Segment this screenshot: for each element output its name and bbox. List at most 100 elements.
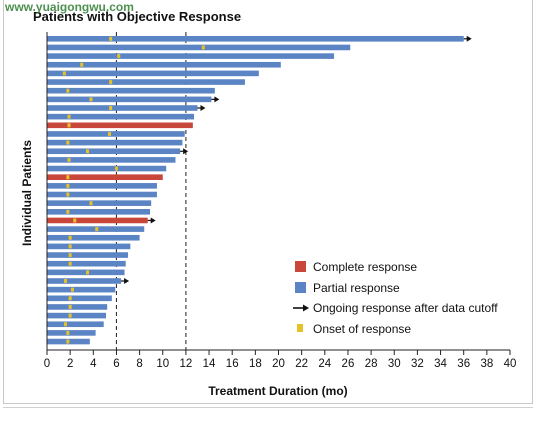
onset-marker-27 bbox=[68, 261, 72, 266]
caption-divider bbox=[3, 407, 533, 408]
reference-lines bbox=[115, 32, 187, 350]
onset-marker-11 bbox=[67, 123, 71, 128]
onset-marker-28 bbox=[86, 270, 90, 275]
legend-label-ongoing: Ongoing response after data cutoff bbox=[313, 301, 498, 315]
patient-bar-6 bbox=[47, 79, 245, 85]
legend-swatch-complete bbox=[295, 261, 306, 272]
onset-marker-26 bbox=[68, 253, 72, 258]
onset-marker-17 bbox=[66, 175, 70, 180]
onset-marker-29 bbox=[64, 279, 68, 283]
x-tick-label-6: 6 bbox=[113, 358, 119, 370]
x-axis-label: Treatment Duration (mo) bbox=[208, 384, 347, 398]
onset-marker-19 bbox=[66, 192, 70, 197]
patient-bar-17 bbox=[47, 174, 163, 180]
x-tick-label-24: 24 bbox=[318, 358, 331, 370]
legend-label-complete: Complete response bbox=[313, 260, 417, 274]
x-tick-label-16: 16 bbox=[226, 358, 239, 370]
x-tick-label-28: 28 bbox=[365, 358, 378, 370]
onset-marker-5 bbox=[62, 71, 66, 76]
patient-bar-22 bbox=[47, 217, 148, 224]
onset-marker-33 bbox=[68, 313, 72, 318]
patient-bars bbox=[47, 35, 472, 345]
onset-marker-23 bbox=[95, 227, 99, 232]
x-tick-label-8: 8 bbox=[136, 358, 142, 370]
ongoing-arrowhead-1 bbox=[466, 35, 472, 42]
patient-bar-30 bbox=[47, 286, 116, 293]
watermark-text: www.yuaigongwu.com bbox=[4, 0, 134, 14]
onset-marker-15 bbox=[67, 157, 71, 162]
x-tick-label-30: 30 bbox=[388, 358, 401, 370]
patient-bar-29 bbox=[47, 278, 122, 284]
x-tick-label-34: 34 bbox=[434, 358, 447, 370]
patient-bar-21 bbox=[47, 209, 151, 215]
x-tick-label-20: 20 bbox=[272, 358, 285, 370]
legend: Complete response Partial response Ongoi… bbox=[293, 260, 498, 336]
onset-marker-3 bbox=[117, 54, 121, 59]
onset-marker-12 bbox=[108, 131, 112, 136]
onset-marker-30 bbox=[70, 287, 74, 292]
onset-marker-22 bbox=[73, 218, 77, 223]
patient-bar-18 bbox=[47, 183, 157, 189]
patient-bar-1 bbox=[47, 36, 464, 42]
onset-marker-4 bbox=[80, 62, 84, 67]
x-tick-label-2: 2 bbox=[67, 358, 73, 370]
patient-bar-35 bbox=[47, 330, 96, 336]
patient-bar-14 bbox=[47, 148, 181, 155]
patient-bar-26 bbox=[47, 252, 129, 258]
patient-bar-3 bbox=[47, 53, 335, 59]
x-tick-label-4: 4 bbox=[90, 358, 97, 370]
x-tick-label-12: 12 bbox=[180, 358, 193, 370]
patient-bar-7 bbox=[47, 87, 215, 94]
x-axis: 0 2 4 6 8 10 12 14 16 18 20 22 24 26 28 30 32 34 36 38 40 bbox=[44, 32, 517, 370]
patient-bar-20 bbox=[47, 200, 152, 206]
onset-marker-31 bbox=[68, 296, 72, 301]
onset-marker-16 bbox=[114, 166, 118, 171]
figure-border bbox=[3, 0, 533, 404]
x-tick-label-0: 0 bbox=[44, 358, 50, 370]
ongoing-arrowhead-9 bbox=[200, 105, 206, 111]
patient-bar-27 bbox=[47, 260, 126, 267]
x-tick-label-36: 36 bbox=[457, 358, 470, 370]
x-tick-label-14: 14 bbox=[203, 358, 216, 370]
onset-marker-18 bbox=[66, 183, 70, 188]
ongoing-arrowhead-8 bbox=[214, 96, 220, 103]
legend-swatch-onset bbox=[297, 324, 303, 332]
patient-bar-28 bbox=[47, 269, 125, 276]
x-tick-label-40: 40 bbox=[504, 358, 517, 370]
ongoing-arrowhead-14 bbox=[183, 148, 189, 155]
onset-marker-25 bbox=[68, 244, 72, 249]
patient-bar-2 bbox=[47, 44, 351, 51]
patient-bar-19 bbox=[47, 191, 157, 198]
patient-bar-10 bbox=[47, 113, 195, 120]
legend-label-partial: Partial response bbox=[313, 281, 400, 295]
x-tick-label-26: 26 bbox=[342, 358, 355, 370]
patient-bar-13 bbox=[47, 139, 183, 146]
onset-marker-13 bbox=[66, 140, 70, 145]
patient-bar-16 bbox=[47, 165, 167, 172]
legend-arrow-icon bbox=[293, 304, 309, 312]
x-tick-label-22: 22 bbox=[295, 358, 308, 370]
onset-marker-36 bbox=[66, 339, 70, 344]
y-axis-label: Individual Patients bbox=[20, 140, 34, 246]
onset-marker-7 bbox=[66, 88, 70, 93]
onset-marker-6 bbox=[109, 80, 113, 85]
ongoing-arrowhead-29 bbox=[124, 278, 130, 284]
onset-marker-10 bbox=[67, 114, 71, 119]
onset-marker-2 bbox=[201, 45, 205, 50]
patient-bar-34 bbox=[47, 321, 104, 328]
onset-marker-9 bbox=[109, 106, 113, 110]
onset-marker-32 bbox=[68, 304, 72, 309]
patient-bar-12 bbox=[47, 131, 185, 137]
patient-bar-8 bbox=[47, 96, 212, 103]
patient-bar-15 bbox=[47, 157, 176, 163]
patient-bar-25 bbox=[47, 243, 131, 250]
chart-title: Patients with Objective Response bbox=[33, 9, 241, 24]
onset-marker-8 bbox=[89, 97, 93, 102]
legend-swatch-partial bbox=[295, 282, 306, 293]
onset-marker-14 bbox=[86, 149, 90, 154]
onset-marker-24 bbox=[68, 235, 72, 240]
onset-marker-1 bbox=[109, 36, 113, 41]
patient-bar-33 bbox=[47, 312, 107, 319]
patient-bar-11 bbox=[47, 122, 193, 129]
